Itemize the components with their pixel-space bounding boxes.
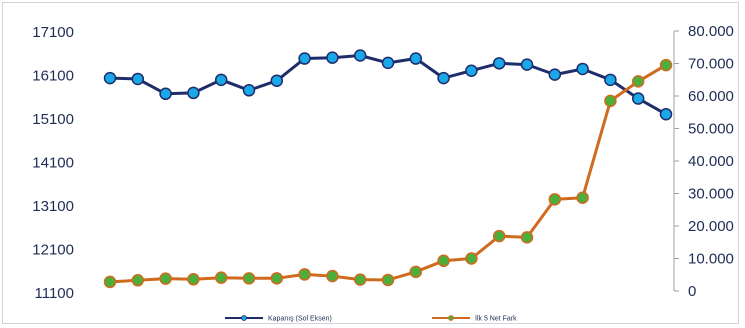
legend-marker-1 (241, 315, 247, 321)
series-2-point (326, 269, 339, 283)
series-1-point (548, 68, 562, 81)
series-2-point (492, 229, 506, 243)
series-2-point (548, 193, 562, 206)
right-tick-label: 20.000 (688, 218, 734, 235)
series-2-point (520, 231, 534, 244)
series-1-point (465, 64, 478, 77)
left-tick-label: 17100 (32, 24, 74, 41)
series-1-point (131, 72, 145, 86)
series-2-point (242, 272, 256, 285)
left-tick-label: 11100 (35, 285, 75, 302)
right-tick-label: 10.000 (688, 251, 734, 268)
series-1-point (298, 52, 311, 65)
series-1-point (437, 71, 450, 85)
left-tick-label: 15100 (32, 111, 74, 128)
left-tick-label: 16100 (32, 68, 74, 85)
right-tick-label: 40.000 (688, 153, 734, 170)
left-tick-label: 12100 (32, 242, 74, 259)
right-axis: 80.000 70.000 60.000 50.000 40.000 30.000 20.0… (673, 23, 734, 300)
series-2-point (103, 275, 117, 289)
series-2-point (214, 271, 228, 284)
series-1-point (631, 92, 645, 105)
right-tick-label: 0 (688, 283, 696, 300)
series-1-point (353, 49, 367, 62)
series-1-point (214, 73, 228, 87)
series-2-point (604, 94, 617, 108)
left-axis: 17100 16100 15100 14100 13100 12100 11100 (32, 24, 74, 302)
series-2-point (298, 268, 311, 281)
series-2-point (437, 254, 450, 268)
series-2-point (576, 191, 589, 204)
series-1-point (492, 57, 506, 70)
series-1-point (520, 58, 534, 71)
series-1-point (381, 56, 395, 70)
series-1-point (242, 84, 256, 97)
legend: Kapanış (Sol Eksen) İlk 5 Net Fark (225, 314, 517, 323)
series-2-point (353, 273, 367, 286)
right-tick-label: 80.000 (688, 23, 734, 40)
series-1-point (159, 87, 172, 101)
series-1-point (326, 51, 339, 64)
series-layer (103, 49, 673, 289)
series-1-point (604, 73, 617, 87)
right-tick-label: 50.000 (688, 121, 734, 138)
right-tick-label: 70.000 (688, 56, 734, 73)
series-2-point (409, 265, 423, 279)
series-1-point (576, 62, 589, 76)
series-1-point (270, 74, 284, 87)
series-1-point (187, 86, 200, 100)
chart-frame (2, 2, 739, 324)
series-2-point (381, 273, 395, 287)
series-2-point (465, 252, 478, 265)
left-tick-label: 14100 (32, 155, 74, 172)
series-2-point (159, 272, 172, 285)
series-1-point (103, 71, 117, 85)
series-2-point (270, 272, 284, 285)
series-2-point (659, 58, 673, 72)
legend-label-2: İlk 5 Net Fark (475, 314, 517, 323)
legend-marker-2 (448, 315, 454, 321)
series-2-point (631, 75, 645, 88)
right-tick-label: 30.000 (688, 186, 734, 203)
right-tick-label: 60.000 (688, 88, 734, 105)
series-1-point (659, 107, 673, 121)
series-2-point (131, 274, 145, 287)
series-1-point (409, 52, 423, 65)
legend-label-1: Kapanış (Sol Eksen) (268, 316, 332, 323)
series-2-point (187, 273, 200, 286)
left-tick-label: 13100 (32, 198, 74, 215)
